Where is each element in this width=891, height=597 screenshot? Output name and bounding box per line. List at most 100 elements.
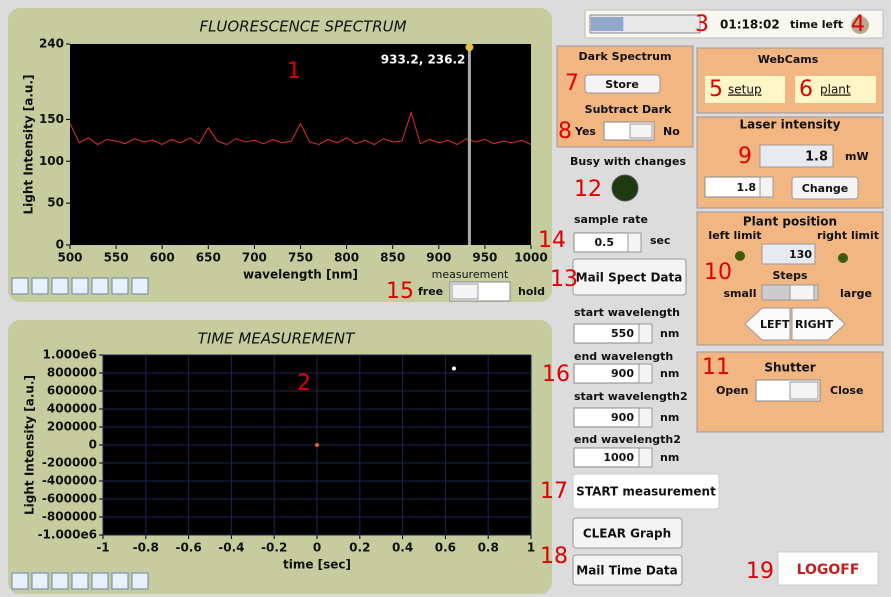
tool[interactable] [91,572,109,590]
point [451,366,456,371]
spinner[interactable] [759,176,774,198]
button-label: CLEAR Graph [583,527,671,541]
numeric-value: 900 [611,367,634,380]
label: nm [660,451,679,464]
button[interactable] [791,176,859,200]
tool[interactable] [11,277,29,295]
label: Open [716,384,749,397]
button[interactable] [572,517,683,549]
marker-number: 16 [542,362,570,387]
y-tick-label: 1.000e6 [43,348,97,362]
marker-number: 8 [558,119,572,144]
x-tick-label: 700 [242,251,267,265]
y-tick-label: 0 [89,438,97,452]
tool[interactable] [131,277,149,295]
label: start wavelength2 [574,390,688,403]
label: left limit [708,229,761,242]
panel-title: TIME MEASUREMENT [198,330,356,348]
tool[interactable] [71,572,89,590]
x-tick-label: 0 [313,541,321,555]
marker-number: 10 [704,260,732,285]
link[interactable]: setup [728,83,762,97]
tool[interactable] [111,277,129,295]
tool[interactable] [31,277,49,295]
x-tick-label: -0.2 [261,541,287,555]
numeric-value: 0.5 [595,236,615,249]
right-button[interactable] [791,307,846,341]
spinner [638,447,653,468]
x-tick-label: -0.6 [175,541,201,555]
spinner[interactable] [627,232,642,253]
label: sec [650,234,671,247]
label: end wavelength [574,350,673,363]
label: nm [660,327,679,340]
indicator-field [761,243,816,265]
numeric-value: 900 [611,411,634,424]
marker-number: 5 [709,77,723,102]
label: large [840,287,872,300]
x-tick-label: 1000 [514,251,547,265]
tool[interactable] [71,277,89,295]
numeric-value: 1000 [603,451,634,464]
button[interactable] [572,258,687,296]
button-label: Store [605,78,639,91]
y-axis-label: Light Intensity [a.u.] [22,75,36,215]
plot-area [70,44,531,245]
x-tick-label: 550 [104,251,129,265]
label: end wavelength2 [574,433,681,446]
button[interactable] [777,551,879,586]
marker-number: 14 [538,228,566,253]
link-box [795,76,876,103]
tool[interactable] [31,572,49,590]
box-title: WebCams [758,53,819,66]
button[interactable] [572,554,683,586]
marker-number: 7 [565,71,579,96]
tool[interactable] [51,572,69,590]
y-tick-label: -600000 [42,492,97,506]
numeric-value: 550 [611,327,634,340]
button-label: Change [802,182,849,195]
x-tick-label: 0.6 [435,541,456,555]
time-chart: -1 -0.8 -0.6 -0.4 -0.2 0 0.2 0.4 0.6 0.8 1 1.000e6 8… [23,348,536,572]
tool[interactable] [11,572,29,590]
y-tick-label: 240 [39,37,64,51]
marker-number: 19 [746,559,774,584]
button-label: START measurement [576,485,716,499]
led [838,253,848,263]
button[interactable] [584,74,661,94]
marker-number: 3 [695,12,709,37]
button[interactable] [572,473,720,510]
x-tick-label: 0.4 [392,541,413,555]
marker-number: 13 [550,267,578,292]
tool[interactable] [51,277,69,295]
toggle-knob [789,381,819,400]
box-title: Laser intensity [739,118,840,132]
wavelength-fields: start wavelength 550 nm end wavelength 900 nm… [573,306,688,468]
y-tick-label: -400000 [42,474,97,488]
y-tick-label: 150 [39,112,64,126]
x-tick-label: 600 [150,251,175,265]
x-tick-label: 850 [380,251,405,265]
left-button[interactable] [744,307,791,341]
timer: 01:18:02 [720,18,780,32]
y-tick-label: 600000 [47,384,97,398]
y-tick-label: -200000 [42,456,97,470]
x-axis-label: time [sec] [283,558,351,572]
marker-number: 18 [540,544,568,569]
tool[interactable] [91,277,109,295]
x-tick-label: 0.2 [349,541,370,555]
tool[interactable] [111,572,129,590]
x-tick-label: -0.8 [133,541,159,555]
toolbar [11,277,149,590]
link-box [705,76,785,103]
label: Close [830,384,863,397]
link[interactable]: plant [820,83,851,97]
y-tick-label: 800000 [47,366,97,380]
label: No [663,125,680,138]
x-tick-label: 750 [288,251,313,265]
tool[interactable] [131,572,149,590]
y-tick-label: -1.000e6 [38,528,97,542]
marker-number: 2 [297,371,311,396]
